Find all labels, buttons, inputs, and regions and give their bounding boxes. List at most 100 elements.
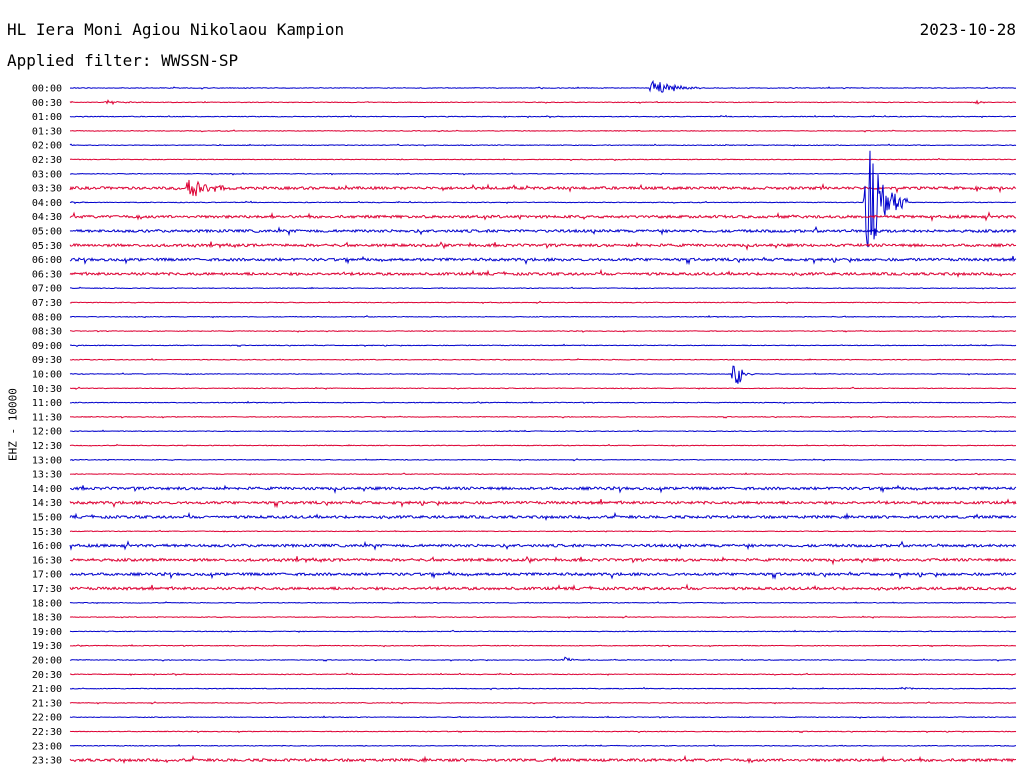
trace-line bbox=[69, 386, 1017, 390]
trace-line bbox=[69, 268, 1017, 278]
time-tick-label: 16:00 bbox=[32, 541, 62, 552]
trace-line bbox=[69, 300, 1017, 305]
time-tick-label: 10:30 bbox=[32, 384, 62, 395]
trace-line bbox=[69, 529, 1017, 533]
time-tick-label: 13:00 bbox=[32, 455, 62, 466]
time-tick-label: 01:30 bbox=[32, 126, 62, 137]
trace-line bbox=[69, 415, 1017, 419]
time-tick-label: 12:30 bbox=[32, 441, 62, 452]
trace-line bbox=[69, 615, 1017, 619]
time-tick-label: 07:30 bbox=[32, 298, 62, 309]
trace-line bbox=[69, 143, 1017, 147]
trace-line bbox=[69, 99, 1017, 106]
trace-line bbox=[69, 225, 1017, 237]
time-tick-label: 08:00 bbox=[32, 312, 62, 323]
trace-line bbox=[69, 511, 1017, 521]
time-tick-label: 18:30 bbox=[32, 613, 62, 624]
time-tick-label: 15:30 bbox=[32, 527, 62, 538]
trace-line bbox=[69, 179, 1017, 197]
time-tick-label: 00:00 bbox=[32, 84, 62, 95]
time-tick-label: 11:00 bbox=[32, 398, 62, 409]
trace-line bbox=[69, 343, 1017, 348]
time-tick-label: 14:00 bbox=[32, 484, 62, 495]
time-tick-label: 21:30 bbox=[32, 698, 62, 709]
trace-line bbox=[69, 358, 1017, 361]
time-tick-label: 00:30 bbox=[32, 98, 62, 109]
trace-line bbox=[69, 484, 1017, 494]
time-tick-label: 02:30 bbox=[32, 155, 62, 166]
trace-line bbox=[69, 79, 1017, 93]
trace-line bbox=[69, 429, 1017, 433]
time-tick-label: 06:30 bbox=[32, 269, 62, 280]
trace-line bbox=[69, 672, 1017, 677]
trace-line bbox=[69, 365, 1017, 384]
time-tick-label: 20:00 bbox=[32, 656, 62, 667]
time-tick-label: 10:00 bbox=[32, 370, 62, 381]
time-tick-label: 04:00 bbox=[32, 198, 62, 209]
time-tick-label: 23:30 bbox=[32, 756, 62, 767]
time-tick-label: 05:30 bbox=[32, 241, 62, 252]
time-tick-label: 04:30 bbox=[32, 212, 62, 223]
time-tick-label: 22:00 bbox=[32, 713, 62, 724]
trace-line bbox=[69, 540, 1017, 551]
trace-line bbox=[69, 686, 1017, 691]
time-tick-label: 19:00 bbox=[32, 627, 62, 638]
time-tick-label: 01:00 bbox=[32, 112, 62, 123]
trace-line bbox=[69, 656, 1017, 662]
time-tick-label: 13:30 bbox=[32, 470, 62, 481]
trace-line bbox=[69, 644, 1017, 648]
trace-line bbox=[69, 701, 1017, 705]
trace-line bbox=[69, 629, 1017, 633]
trace-line bbox=[69, 570, 1017, 580]
time-tick-label: 06:00 bbox=[32, 255, 62, 266]
trace-line bbox=[69, 458, 1017, 462]
time-tick-label: 09:00 bbox=[32, 341, 62, 352]
time-tick-label: 11:30 bbox=[32, 412, 62, 423]
time-tick-label: 07:00 bbox=[32, 284, 62, 295]
trace-line bbox=[69, 255, 1017, 266]
trace-line bbox=[69, 286, 1017, 290]
trace-line bbox=[69, 241, 1017, 251]
trace-line bbox=[69, 129, 1017, 133]
trace-line bbox=[69, 472, 1017, 476]
trace-line bbox=[69, 555, 1017, 566]
time-tick-label: 03:30 bbox=[32, 184, 62, 195]
trace-line bbox=[69, 601, 1017, 605]
time-tick-label: 14:30 bbox=[32, 498, 62, 509]
time-tick-label: 20:30 bbox=[32, 670, 62, 681]
trace-line bbox=[69, 744, 1017, 747]
trace-line bbox=[69, 715, 1017, 719]
time-tick-label: 21:00 bbox=[32, 684, 62, 695]
trace-line bbox=[69, 172, 1017, 176]
time-tick-label: 17:30 bbox=[32, 584, 62, 595]
time-tick-label: 05:00 bbox=[32, 227, 62, 238]
time-tick-label: 03:00 bbox=[32, 169, 62, 180]
trace-line bbox=[69, 150, 1017, 248]
date-label: 2023-10-28 bbox=[919, 20, 1016, 39]
time-tick-label: 18:00 bbox=[32, 598, 62, 609]
trace-line bbox=[69, 211, 1017, 222]
trace-line bbox=[69, 754, 1017, 765]
time-tick-label: 16:30 bbox=[32, 555, 62, 566]
station-title: HL Iera Moni Agiou Nikolaou Kampion bbox=[7, 20, 345, 39]
trace-line bbox=[69, 730, 1017, 734]
trace-line bbox=[69, 400, 1017, 405]
time-tick-label: 19:30 bbox=[32, 641, 62, 652]
time-tick-label: 15:00 bbox=[32, 513, 62, 524]
trace-line bbox=[69, 583, 1017, 592]
trace-line bbox=[69, 114, 1017, 119]
time-tick-label: 22:30 bbox=[32, 727, 62, 738]
time-tick-label: 17:00 bbox=[32, 570, 62, 581]
trace-line bbox=[69, 314, 1017, 319]
time-tick-label: 02:00 bbox=[32, 141, 62, 152]
time-tick-label: 12:00 bbox=[32, 427, 62, 438]
trace-line bbox=[69, 498, 1017, 509]
trace-line bbox=[69, 329, 1017, 333]
filter-label: Applied filter: WWSSN-SP bbox=[7, 51, 239, 70]
time-tick-label: 23:00 bbox=[32, 741, 62, 752]
time-tick-label: 08:30 bbox=[32, 327, 62, 338]
time-tick-label: 09:30 bbox=[32, 355, 62, 366]
trace-line bbox=[69, 443, 1017, 447]
trace-line bbox=[69, 157, 1017, 162]
